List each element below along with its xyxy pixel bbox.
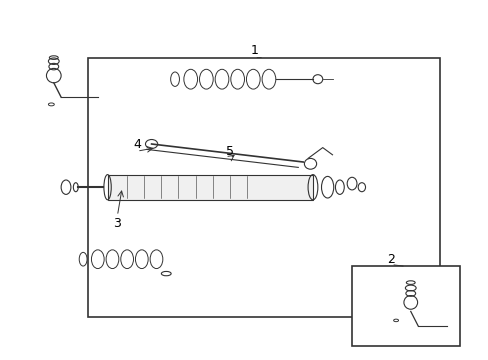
Bar [88,58,439,317]
Text: 5: 5 [225,145,233,158]
Bar [351,266,459,346]
Text: 2: 2 [386,253,394,266]
Text: 4: 4 [133,138,141,150]
Text: 1: 1 [250,44,258,57]
Bar [107,175,312,200]
Text: 3: 3 [113,217,121,230]
